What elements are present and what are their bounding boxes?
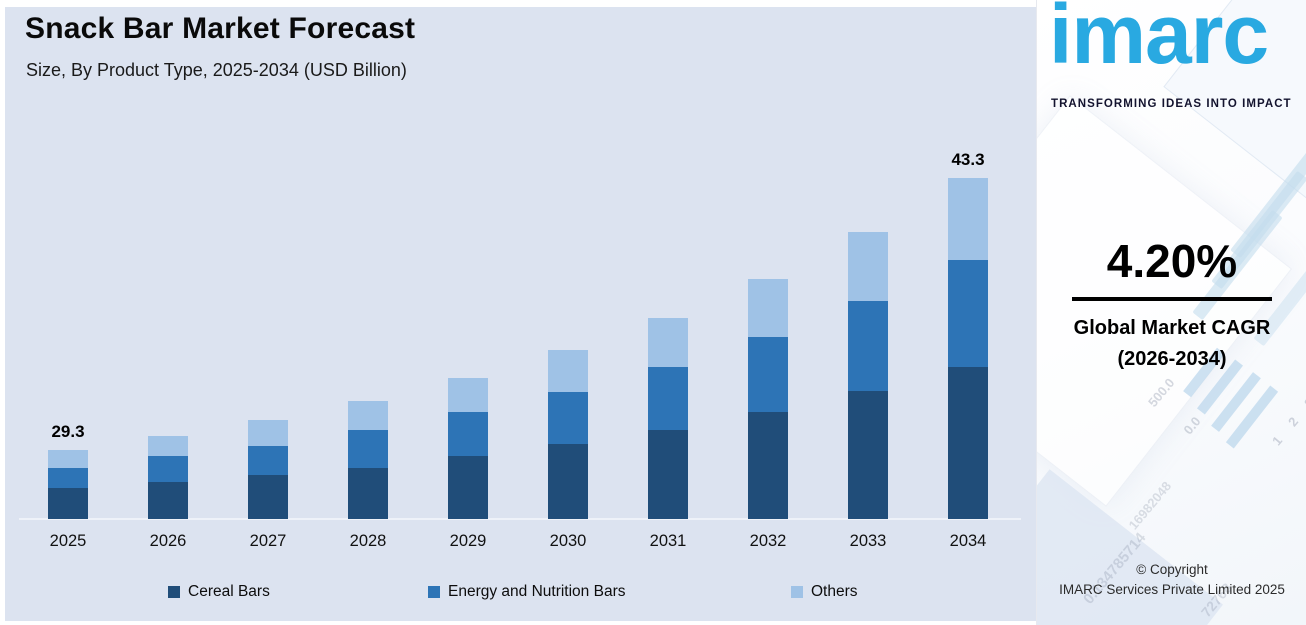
cagr-value: 4.20%	[1106, 235, 1238, 287]
bar-segment-cereal-bars-2027	[248, 475, 288, 519]
legend-swatch-energy-and-nutrition-bars	[428, 586, 440, 598]
bar-segment-others-2026	[148, 436, 188, 456]
x-axis-line	[19, 518, 1021, 520]
chart-title: Snack Bar Market Forecast	[25, 12, 416, 45]
bar-segment-others-2030	[548, 350, 588, 392]
bar-segment-cereal-bars-2032	[748, 412, 788, 519]
legend-label: Others	[811, 583, 858, 600]
watermark-number: 0.0	[1180, 413, 1204, 438]
copyright: © Copyright IMARC Services Private Limit…	[1037, 560, 1306, 599]
legend-item-others: Others	[791, 583, 858, 601]
bar-segment-cereal-bars-2028	[348, 468, 388, 519]
legend-swatch-others	[791, 586, 803, 598]
watermark-number: 16982048	[1125, 478, 1175, 533]
bar-segment-cereal-bars-2030	[548, 444, 588, 519]
legend-label: Energy and Nutrition Bars	[448, 583, 626, 600]
bar-segment-others-2034	[948, 178, 988, 260]
bar-segment-energy-and-nutrition-bars-2030	[548, 392, 588, 444]
legend-item-energy-and-nutrition-bars: Energy and Nutrition Bars	[428, 583, 625, 601]
legend-label: Cereal Bars	[188, 583, 270, 600]
legend: Cereal Bars Energy and Nutrition Bars Othe…	[5, 583, 1036, 607]
bar-segment-others-2027	[248, 420, 288, 446]
cagr-label-line1: Global Market CAGR	[1073, 317, 1271, 339]
bar-segment-energy-and-nutrition-bars-2031	[648, 367, 688, 430]
bar-segment-cereal-bars-2029	[448, 456, 488, 519]
bar-segment-others-2032	[748, 279, 788, 337]
bar-segment-cereal-bars-2031	[648, 430, 688, 519]
x-axis-label-2027: 2027	[249, 532, 287, 550]
x-axis-label-2028: 2028	[349, 532, 387, 550]
copyright-line1: © Copyright	[1136, 562, 1208, 577]
cagr-underline	[1072, 297, 1272, 301]
bar-segment-energy-and-nutrition-bars-2026	[148, 456, 188, 482]
imarc-logo-text: imarc	[1049, 0, 1269, 81]
x-axis-label-2025: 2025	[49, 532, 87, 550]
data-label-2034: 43.3	[951, 150, 985, 169]
bar-segment-others-2028	[348, 401, 388, 430]
watermark-number: 1 2 3 4	[1269, 371, 1306, 449]
chart-panel: Snack Bar Market Forecast Size, By Produ…	[5, 7, 1036, 621]
cagr-block: 4.20% Global Market CAGR (2026-2034)	[1037, 234, 1306, 375]
bar-segment-energy-and-nutrition-bars-2025	[48, 468, 88, 488]
bar-segment-cereal-bars-2034	[948, 367, 988, 519]
bar-segment-energy-and-nutrition-bars-2033	[848, 301, 888, 391]
x-axis-label-2026: 2026	[149, 532, 187, 550]
data-label-2025: 29.3	[51, 422, 85, 441]
cagr-label-line2: (2026-2034)	[1117, 348, 1227, 370]
x-axis-label-2033: 2033	[849, 532, 887, 550]
bar-segment-cereal-bars-2033	[848, 391, 888, 519]
chart-subtitle: Size, By Product Type, 2025-2034 (USD Bi…	[26, 60, 407, 80]
bar-segment-others-2025	[48, 450, 88, 468]
legend-swatch-cereal-bars	[168, 586, 180, 598]
bar-segment-others-2029	[448, 378, 488, 412]
bar-segment-cereal-bars-2026	[148, 482, 188, 519]
bar-segment-energy-and-nutrition-bars-2029	[448, 412, 488, 456]
x-axis-label-2029: 2029	[449, 532, 487, 550]
bar-segment-energy-and-nutrition-bars-2032	[748, 337, 788, 412]
bar-segment-others-2033	[848, 232, 888, 301]
imarc-logo-tagline: TRANSFORMING IDEAS INTO IMPACT	[1051, 98, 1292, 110]
legend-item-cereal-bars: Cereal Bars	[168, 583, 270, 601]
side-panel: 500.0 0.0 1 2 3 4 16982048 0.134785714 7…	[1036, 0, 1306, 625]
bar-segment-cereal-bars-2025	[48, 488, 88, 519]
bar-segment-energy-and-nutrition-bars-2034	[948, 260, 988, 367]
bar-segment-energy-and-nutrition-bars-2027	[248, 446, 288, 475]
bars-layer: 2025 2026 2027 2028 2029 2030 2031 2032 2033 2034…	[5, 7, 1036, 621]
copyright-line2: IMARC Services Private Limited 2025	[1059, 581, 1285, 597]
x-axis-label-2030: 2030	[549, 532, 587, 550]
bar-segment-others-2031	[648, 318, 688, 367]
x-axis-label-2031: 2031	[649, 532, 687, 550]
bar-segment-energy-and-nutrition-bars-2028	[348, 430, 388, 468]
x-axis-label-2034: 2034	[949, 532, 987, 550]
x-axis-label-2032: 2032	[749, 532, 787, 550]
